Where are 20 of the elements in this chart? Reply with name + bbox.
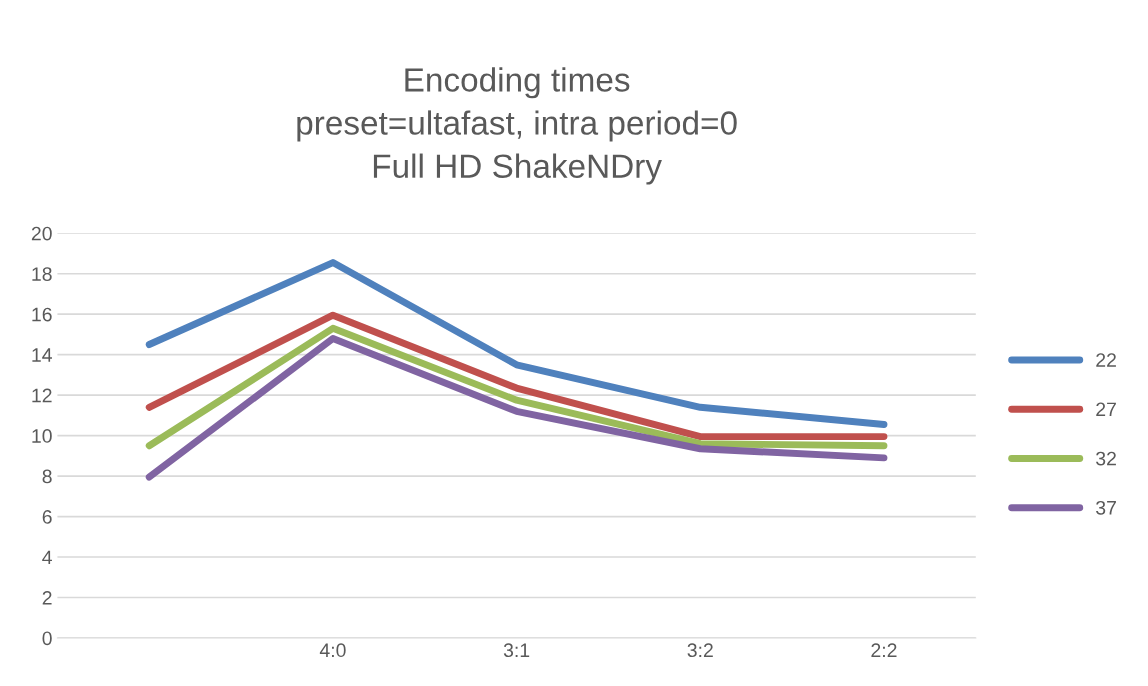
y-tick-label: 20 [31,226,52,241]
x-tick-label: 4:0 [319,643,346,658]
y-tick-label: 10 [32,429,52,443]
y-tick-label: 8 [42,469,52,484]
legend-label: 37 [1096,500,1116,515]
y-tick-label: 6 [42,510,52,524]
y-tick-label: 2 [42,590,52,605]
x-tick-label: 3:1 [503,643,530,658]
y-tick-label: 18 [32,267,52,281]
x-tick-label: 3:2 [687,643,713,658]
y-tick-label: 14 [32,348,52,362]
y-tick-label: 12 [32,388,52,403]
legend-label: 32 [1096,451,1116,466]
y-tick-label: 0 [42,631,52,646]
chart-title: Encoding times preset=ultafast, intra period=0 Full HD ShakeNDry [297,67,737,185]
x-tick-label: 2:2 [871,643,897,657]
y-tick-label: 16 [32,307,52,322]
legend-label: 22 [1096,353,1116,367]
y-tick-label: 4 [42,550,52,565]
legend-label: 27 [1096,402,1116,417]
